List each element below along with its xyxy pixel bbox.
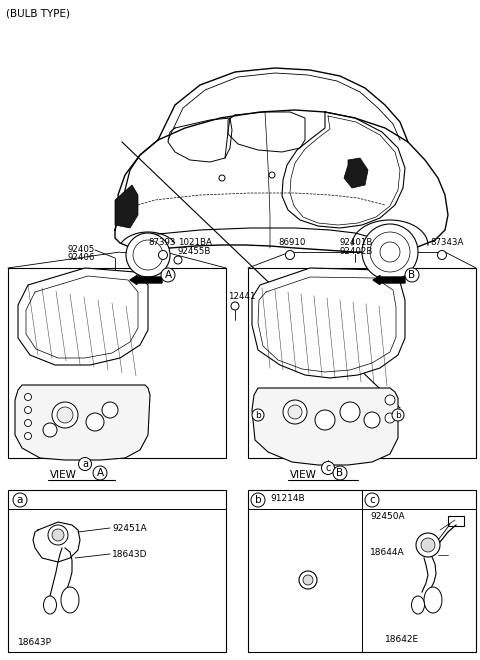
- Circle shape: [126, 233, 170, 277]
- Ellipse shape: [44, 596, 57, 614]
- Circle shape: [303, 575, 313, 585]
- Circle shape: [405, 268, 419, 282]
- Text: A: A: [96, 468, 104, 478]
- Text: b: b: [255, 495, 261, 505]
- Circle shape: [79, 457, 92, 471]
- Circle shape: [86, 413, 104, 431]
- Circle shape: [24, 432, 32, 440]
- Text: A: A: [165, 270, 171, 280]
- Text: 87343A: 87343A: [430, 238, 463, 247]
- Circle shape: [24, 420, 32, 426]
- Circle shape: [251, 493, 265, 507]
- Text: c: c: [369, 495, 375, 505]
- Text: B: B: [408, 270, 416, 280]
- Text: a: a: [17, 495, 23, 505]
- Ellipse shape: [411, 596, 424, 614]
- Text: 86910: 86910: [278, 238, 305, 247]
- Text: 1021BA: 1021BA: [178, 238, 212, 247]
- Circle shape: [421, 538, 435, 552]
- Text: 87393: 87393: [148, 238, 175, 247]
- Circle shape: [340, 402, 360, 422]
- Polygon shape: [18, 268, 148, 365]
- Circle shape: [158, 251, 168, 259]
- Polygon shape: [15, 385, 150, 460]
- Circle shape: [269, 172, 275, 178]
- Circle shape: [437, 251, 446, 259]
- Circle shape: [286, 251, 295, 259]
- Circle shape: [93, 466, 107, 480]
- Text: 92405: 92405: [68, 245, 96, 254]
- Bar: [448, 516, 464, 526]
- Polygon shape: [115, 185, 138, 228]
- Circle shape: [48, 525, 68, 545]
- Circle shape: [385, 395, 395, 405]
- Text: 18644A: 18644A: [370, 548, 405, 557]
- Circle shape: [52, 529, 64, 541]
- Text: 92401B: 92401B: [340, 238, 373, 247]
- Text: 18643P: 18643P: [18, 638, 52, 647]
- Text: 92455B: 92455B: [178, 247, 211, 256]
- Text: 92402B: 92402B: [340, 247, 373, 256]
- Circle shape: [57, 407, 73, 423]
- Circle shape: [24, 393, 32, 401]
- Circle shape: [133, 240, 163, 270]
- Text: c: c: [325, 463, 331, 473]
- FancyArrow shape: [130, 275, 162, 284]
- Text: VIEW: VIEW: [50, 470, 77, 480]
- Circle shape: [333, 466, 347, 480]
- Text: VIEW: VIEW: [290, 470, 317, 480]
- Text: 12441: 12441: [228, 292, 255, 301]
- Bar: [248, 268, 476, 458]
- Circle shape: [315, 410, 335, 430]
- Ellipse shape: [61, 587, 79, 613]
- Circle shape: [13, 493, 27, 507]
- Circle shape: [231, 302, 239, 310]
- Bar: [248, 490, 476, 652]
- Text: 92406: 92406: [68, 253, 96, 262]
- Circle shape: [283, 400, 307, 424]
- Circle shape: [362, 224, 418, 280]
- Bar: [8, 268, 226, 458]
- Circle shape: [364, 412, 380, 428]
- Circle shape: [385, 413, 395, 423]
- Circle shape: [102, 402, 118, 418]
- Circle shape: [416, 533, 440, 557]
- Circle shape: [365, 493, 379, 507]
- Circle shape: [161, 268, 175, 282]
- Circle shape: [370, 232, 410, 272]
- Circle shape: [252, 409, 264, 421]
- Text: 18643D: 18643D: [112, 550, 147, 559]
- Circle shape: [24, 407, 32, 414]
- Ellipse shape: [424, 587, 442, 613]
- Text: a: a: [82, 459, 88, 469]
- Text: B: B: [336, 468, 344, 478]
- Circle shape: [288, 405, 302, 419]
- Text: 92451A: 92451A: [112, 524, 146, 533]
- Circle shape: [219, 175, 225, 181]
- Text: b: b: [395, 411, 401, 420]
- Polygon shape: [344, 158, 368, 188]
- Circle shape: [174, 256, 182, 264]
- Circle shape: [52, 402, 78, 428]
- FancyArrow shape: [373, 275, 405, 284]
- Text: 91214B: 91214B: [270, 494, 305, 503]
- Circle shape: [43, 423, 57, 437]
- Polygon shape: [252, 268, 405, 378]
- Circle shape: [392, 409, 404, 421]
- Polygon shape: [252, 388, 398, 465]
- Text: 18642E: 18642E: [385, 635, 419, 644]
- Text: 92450A: 92450A: [370, 512, 405, 521]
- Text: (BULB TYPE): (BULB TYPE): [6, 8, 70, 18]
- Circle shape: [380, 242, 400, 262]
- Circle shape: [322, 461, 335, 475]
- Bar: [8, 490, 226, 652]
- Text: b: b: [255, 411, 261, 420]
- Circle shape: [299, 571, 317, 589]
